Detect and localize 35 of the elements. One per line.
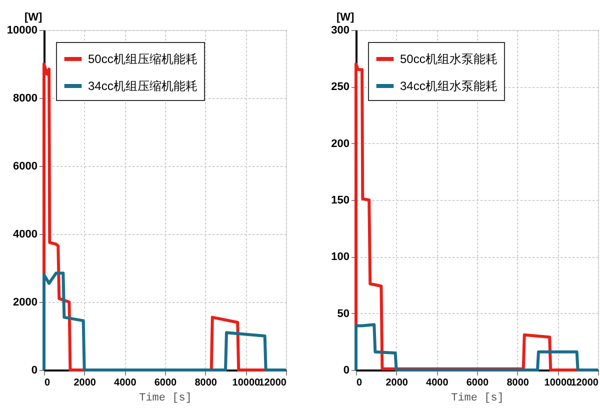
x-tick-label: 2000 bbox=[386, 378, 408, 388]
x-tick-label: 8000 bbox=[194, 378, 218, 388]
x-tick-label: 12000 bbox=[258, 378, 287, 388]
y-tick-label: 2000 bbox=[13, 296, 38, 308]
y-tick-label: 6000 bbox=[13, 160, 38, 172]
legend-label: 34cc机组压缩机能耗 bbox=[88, 79, 198, 93]
y-tick-label: 250 bbox=[331, 81, 350, 94]
y-tick-label: 8000 bbox=[13, 92, 38, 104]
x-tick-label: 0 bbox=[356, 378, 362, 388]
y-axis-title: [W] bbox=[24, 12, 43, 24]
x-tick-label: 4000 bbox=[114, 378, 137, 388]
x-tick-label: 2000 bbox=[74, 378, 96, 388]
x-tick-label: 6000 bbox=[466, 378, 490, 388]
y-tick-label: 200 bbox=[331, 138, 350, 150]
y-tick-label: 150 bbox=[331, 194, 350, 206]
x-tick-label: 6000 bbox=[154, 378, 178, 388]
legend-label: 34cc机组水泵能耗 bbox=[400, 79, 498, 93]
x-tick-label: 4000 bbox=[426, 378, 449, 388]
x-tick-label: 10000 bbox=[232, 378, 261, 388]
x-tick-label: 10000 bbox=[544, 378, 573, 388]
legend-label: 50cc机组压缩机能耗 bbox=[88, 52, 198, 66]
y-tick-label: 4000 bbox=[13, 228, 38, 240]
y-tick-label: 0 bbox=[343, 364, 350, 376]
y-axis-title: [W] bbox=[336, 12, 355, 24]
y-tick-label: 100 bbox=[331, 251, 350, 264]
y-tick-label: 300 bbox=[331, 24, 350, 36]
x-tick-label: 8000 bbox=[506, 378, 530, 388]
x-axis-title: Time [s] bbox=[139, 392, 192, 404]
legend-label: 50cc机组水泵能耗 bbox=[400, 52, 498, 66]
y-tick-label: 50 bbox=[337, 308, 350, 320]
y-tick-label: 10000 bbox=[6, 24, 38, 36]
x-tick-label: 0 bbox=[44, 378, 50, 388]
y-tick-label: 0 bbox=[31, 364, 38, 376]
x-tick-label: 12000 bbox=[570, 378, 599, 388]
x-axis-title: Time [s] bbox=[451, 392, 504, 404]
